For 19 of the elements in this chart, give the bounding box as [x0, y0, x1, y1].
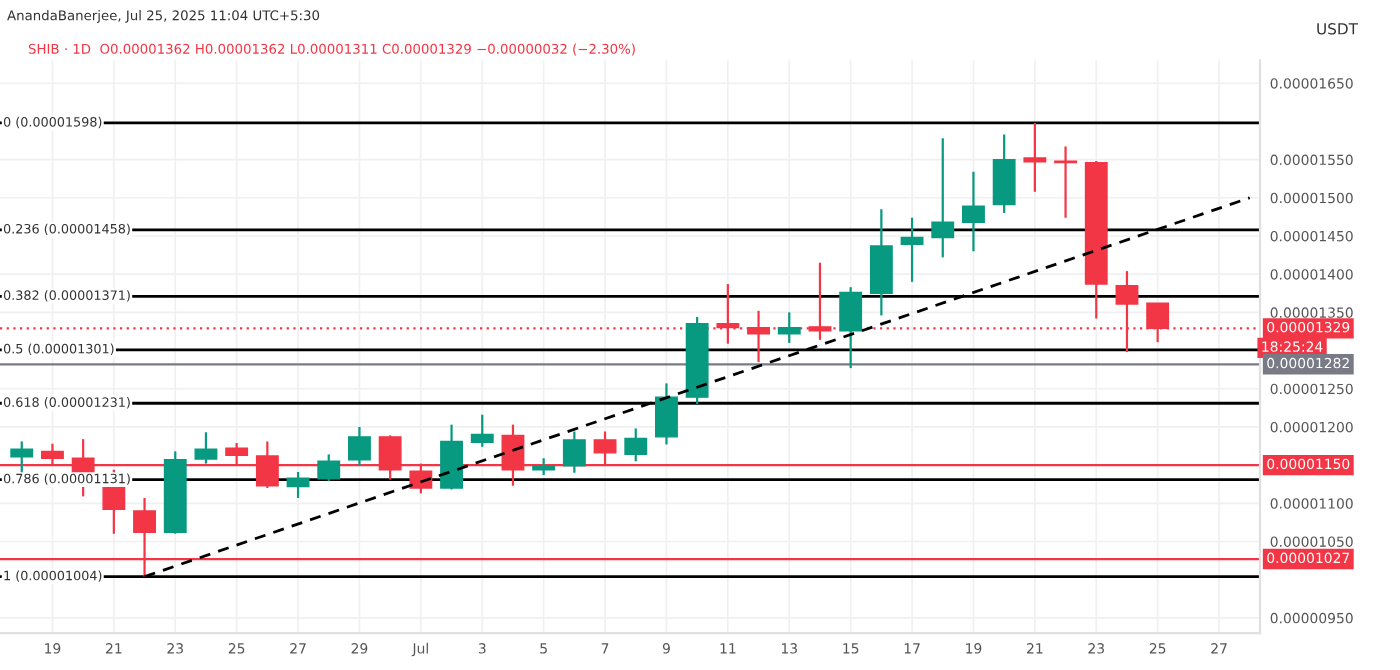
candlestick: [992, 133, 1016, 215]
candlestick: [962, 170, 985, 253]
candlestick: [317, 453, 341, 483]
candlestick: [348, 425, 371, 467]
candlestick: [869, 208, 893, 317]
candlestick: [10, 440, 34, 477]
candlestick: [624, 427, 648, 463]
candlestick: [839, 286, 863, 370]
candlestick: [1023, 121, 1047, 193]
candlestick: [440, 423, 463, 491]
candlestick: [931, 137, 955, 259]
candlestick: [562, 430, 586, 474]
candlestick: [900, 216, 924, 283]
candlestick: [655, 382, 678, 446]
candlestick: [286, 470, 310, 500]
candlestick: [777, 311, 801, 345]
candlestick: [194, 431, 218, 465]
candlestick: [1054, 145, 1078, 219]
candlestick: [470, 413, 494, 448]
